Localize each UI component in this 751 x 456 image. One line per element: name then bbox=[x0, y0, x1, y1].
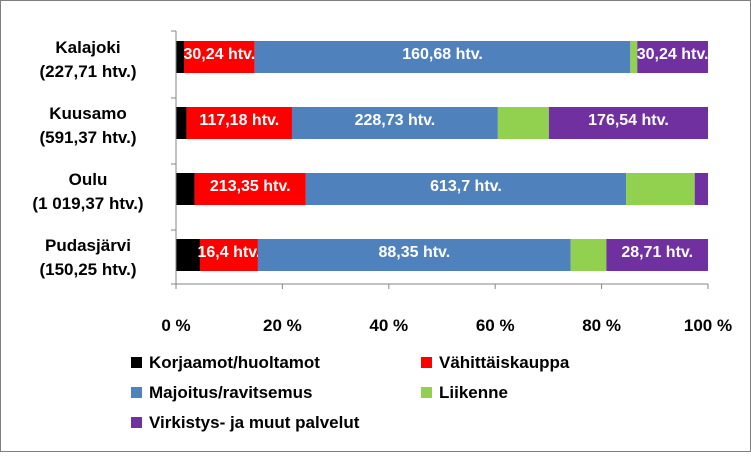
legend-swatch bbox=[131, 417, 142, 428]
legend-swatch bbox=[421, 387, 432, 398]
category-name: Kalajoki bbox=[55, 38, 120, 57]
x-tick-label: 100 % bbox=[684, 316, 732, 335]
bar-segment bbox=[305, 173, 627, 205]
bar-segment bbox=[626, 173, 695, 205]
bar-segment bbox=[176, 107, 187, 139]
bar-segment bbox=[606, 239, 708, 271]
category-name: Oulu bbox=[69, 170, 108, 189]
bar-segment bbox=[183, 41, 255, 73]
legend-swatch bbox=[131, 387, 142, 398]
category-total: (150,25 htv.) bbox=[39, 260, 136, 279]
x-tick-label: 0 % bbox=[161, 316, 190, 335]
legend-swatch bbox=[131, 357, 142, 368]
legend-label: Vähittäiskauppa bbox=[439, 353, 570, 372]
category-total: (1 019,37 htv.) bbox=[32, 194, 143, 213]
bar-segment bbox=[694, 173, 708, 205]
bars-group: 30,24 htv. 160,68 htv. 30,24 htv. 117,18 ht… bbox=[176, 41, 708, 271]
category-total: (591,37 htv.) bbox=[39, 128, 136, 147]
data-label: 16,4 htv. bbox=[198, 244, 261, 261]
bar-segment bbox=[548, 107, 708, 139]
bar-segment bbox=[630, 41, 638, 73]
x-tick-label: 80 % bbox=[582, 316, 621, 335]
bar-segment bbox=[637, 41, 708, 73]
data-label: 228,73 htv. bbox=[355, 112, 436, 129]
x-tick-label: 40 % bbox=[369, 316, 408, 335]
data-label: 117,18 htv. bbox=[199, 112, 279, 129]
bar-segment bbox=[497, 107, 549, 139]
legend-label: Virkistys- ja muut palvelut bbox=[149, 413, 360, 432]
category-name: Kuusamo bbox=[49, 104, 126, 123]
category-total: (227,71 htv.) bbox=[39, 62, 136, 81]
x-tick-label: 60 % bbox=[476, 316, 515, 335]
data-label: 88,35 htv. bbox=[378, 244, 450, 261]
x-tick-label: 20 % bbox=[263, 316, 302, 335]
legend: Korjaamot/huoltamot Vähittäiskauppa Majoit… bbox=[131, 353, 570, 432]
bar-segment bbox=[186, 107, 292, 139]
data-label: 176,54 htv. bbox=[588, 112, 669, 129]
data-label: 30,24 htv. bbox=[637, 46, 709, 63]
legend-label: Majoitus/ravitsemus bbox=[149, 383, 312, 402]
data-label: 30,24 htv. bbox=[183, 46, 255, 63]
bar-segment bbox=[176, 41, 184, 73]
data-label: 613,7 htv. bbox=[430, 178, 502, 195]
bar-segment bbox=[199, 239, 258, 271]
bar-segment bbox=[176, 173, 195, 205]
data-label: 213,35 htv. bbox=[210, 178, 291, 195]
legend-swatch bbox=[421, 357, 432, 368]
data-label: 28,71 htv. bbox=[621, 244, 693, 261]
bar-segment bbox=[257, 239, 571, 271]
legend-label: Korjaamot/huoltamot bbox=[149, 353, 320, 372]
bar-segment bbox=[291, 107, 498, 139]
bar-segment bbox=[194, 173, 306, 205]
bar-segment bbox=[176, 239, 200, 271]
bar-segment bbox=[570, 239, 607, 271]
bar-segment bbox=[254, 41, 631, 73]
x-axis: 0 % 20 % 40 % 60 % 80 % 100 % bbox=[161, 30, 732, 335]
category-labels: Kalajoki (227,71 htv.) Kuusamo (591,37 htv.… bbox=[32, 38, 143, 279]
legend-label: Liikenne bbox=[439, 383, 508, 402]
data-label: 160,68 htv. bbox=[402, 46, 483, 63]
category-name: Pudasjärvi bbox=[45, 236, 131, 255]
